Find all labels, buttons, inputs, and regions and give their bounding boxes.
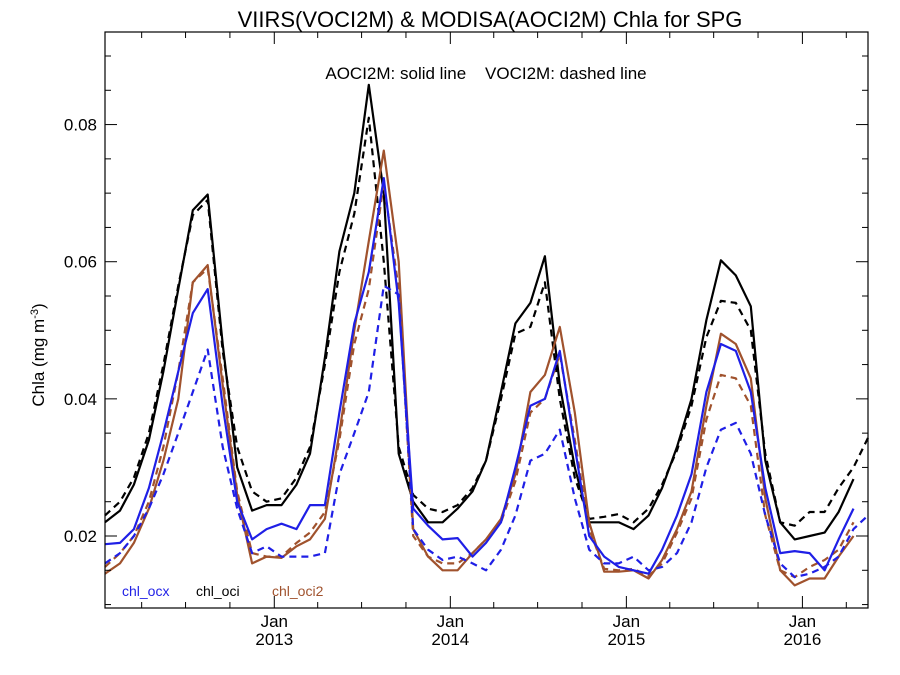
legend-entry-chl-oci: chl_oci	[196, 583, 240, 599]
y-axis-label-exponent: -3	[29, 309, 41, 319]
y-tick-label: 0.04	[64, 390, 97, 409]
x-tick-month-label: Jan	[789, 612, 816, 631]
x-tick-year-label: 2014	[431, 630, 469, 649]
axes-layer: 0.020.040.060.08Jan2013Jan2014Jan2015Jan…	[64, 31, 869, 649]
y-axis-label: Chla (mg m-3)	[29, 303, 48, 406]
x-tick-month-label: Jan	[613, 612, 640, 631]
series-line-voci2m-chl-ocx	[104, 284, 869, 579]
series-layer	[104, 83, 869, 587]
plot-frame	[104, 31, 869, 609]
line-style-annotation: AOCI2M: solid line VOCI2M: dashed line	[325, 64, 646, 83]
y-tick-label: 0.02	[64, 527, 97, 546]
x-tick-month-label: Jan	[261, 612, 288, 631]
legend-entry-chl-oci2: chl_oci2	[272, 583, 324, 599]
chart-title: VIIRS(VOCI2M) & MODISA(AOCI2M) Chla for …	[238, 7, 743, 32]
x-tick-year-label: 2015	[607, 630, 645, 649]
y-axis-label-close: )	[29, 303, 48, 309]
series-line-aoci2m-chl-ocx	[104, 177, 855, 575]
x-tick-month-label: Jan	[437, 612, 464, 631]
series-line-voci2m-chl-oci	[104, 116, 869, 527]
y-tick-label: 0.06	[64, 253, 97, 272]
x-tick-year-label: 2016	[783, 630, 821, 649]
legend-entry-chl-ocx: chl_ocx	[122, 583, 169, 599]
y-tick-label: 0.08	[64, 116, 97, 135]
x-tick-year-label: 2013	[255, 630, 293, 649]
legend: chl_ocx chl_oci chl_oci2	[122, 583, 324, 599]
series-line-voci2m-chl-oci2	[104, 181, 855, 579]
y-axis-label-text: Chla (mg m	[29, 319, 48, 407]
